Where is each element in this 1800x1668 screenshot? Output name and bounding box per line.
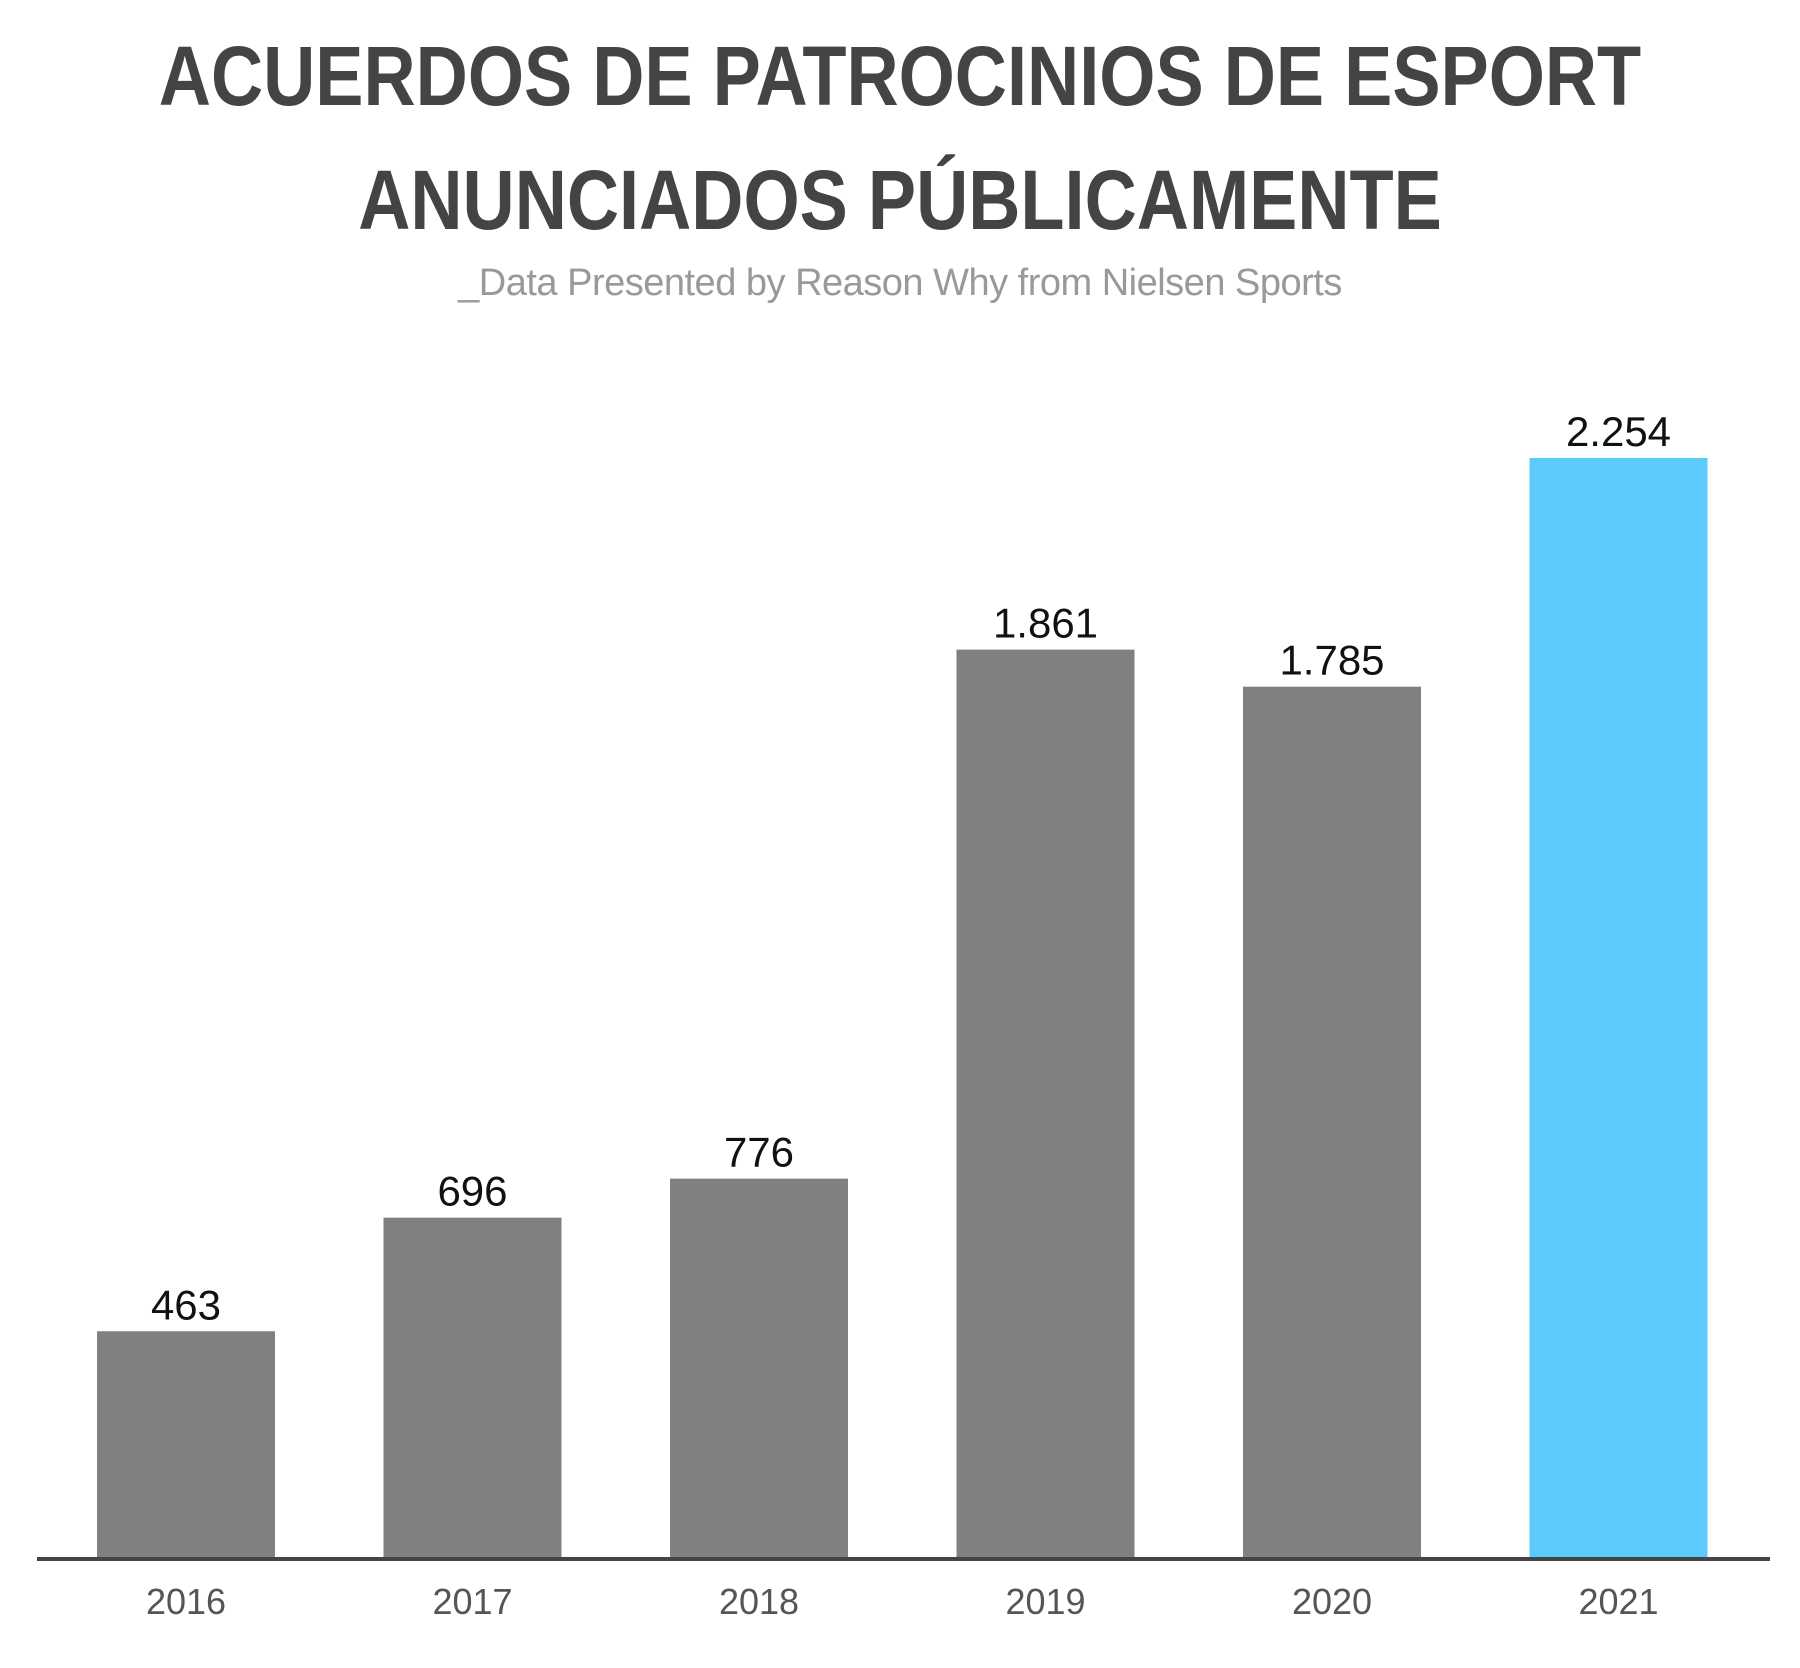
value-label-2018: 776 — [724, 1129, 794, 1176]
value-label-2016: 463 — [151, 1281, 221, 1328]
bar-2016 — [97, 1331, 275, 1557]
bar-2017 — [383, 1217, 562, 1557]
bar-2021 — [1529, 458, 1708, 1557]
category-label-2021: 2021 — [1578, 1581, 1658, 1622]
chart-subtitle: _Data Presented by Reason Why from Niels… — [458, 262, 1342, 304]
bar-2020 — [1243, 686, 1421, 1557]
bars-group — [97, 458, 1708, 1557]
category-label-2016: 2016 — [146, 1581, 226, 1622]
chart-title-line-2: ANUNCIADOS PÚBLICAMENTE — [358, 153, 1442, 247]
category-labels-group: 2016 2017 2018 2019 2020 2021 — [146, 1581, 1659, 1622]
value-label-2019: 1.861 — [993, 600, 1098, 647]
category-label-2018: 2018 — [719, 1581, 799, 1622]
bar-2018 — [670, 1178, 848, 1557]
chart-title-line-1: ACUERDOS DE PATROCINIOS DE ESPORT — [158, 29, 1642, 123]
category-label-2019: 2019 — [1005, 1581, 1085, 1622]
bar-2019 — [956, 649, 1135, 1557]
value-label-2020: 1.785 — [1279, 637, 1384, 684]
value-label-2021: 2.254 — [1566, 408, 1671, 455]
value-labels-group: 463 696 776 1.861 1.785 2.254 — [151, 408, 1671, 1328]
value-label-2017: 696 — [437, 1168, 507, 1215]
category-label-2017: 2017 — [432, 1581, 512, 1622]
category-label-2020: 2020 — [1292, 1581, 1372, 1622]
